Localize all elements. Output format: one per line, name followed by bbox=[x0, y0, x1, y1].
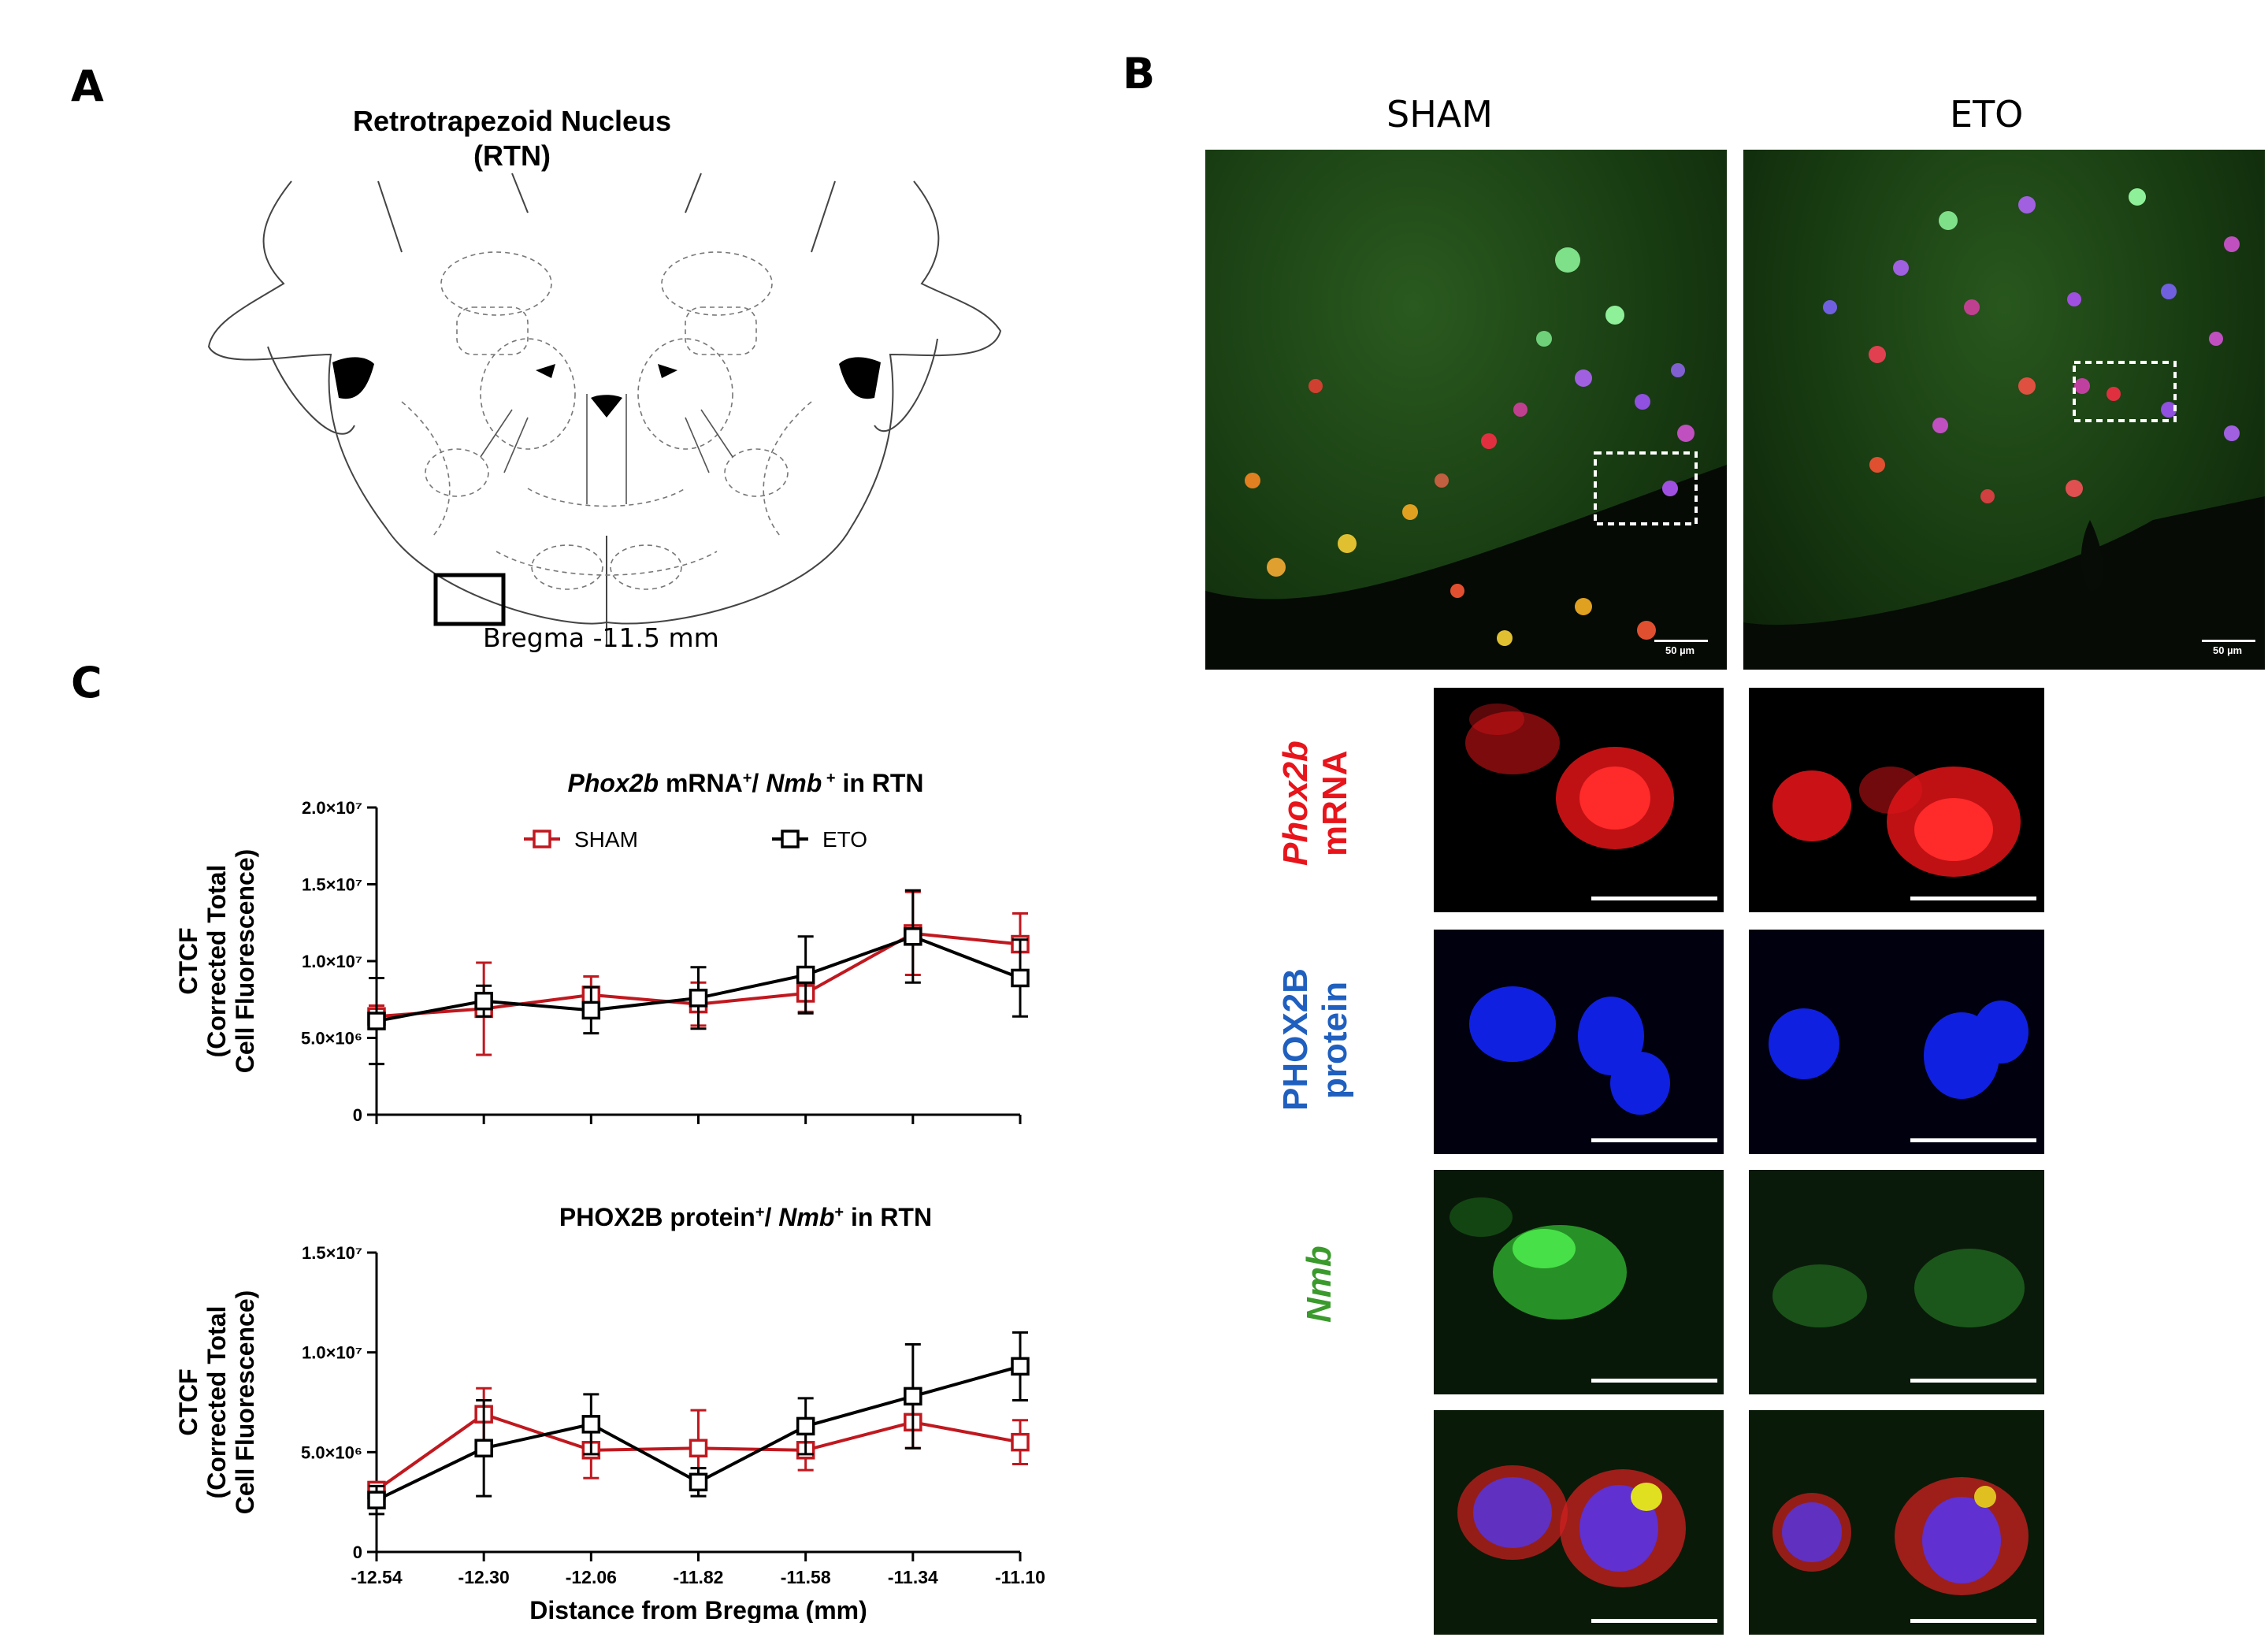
chart-title-part: in RTN bbox=[844, 1203, 932, 1231]
legend-marker bbox=[533, 830, 551, 848]
row-label-phox2b-protein: PHOX2B protein bbox=[1276, 930, 1355, 1150]
row-label-nmb-text: Nmb bbox=[1300, 1245, 1338, 1323]
chart-title-part: + bbox=[834, 1204, 844, 1221]
y-tick-label: 1.0×10⁷ bbox=[302, 1343, 362, 1363]
sham-overview-micrograph: 50 µm bbox=[1205, 150, 1727, 670]
legend-label: ETO bbox=[822, 827, 867, 852]
rtn-region-box bbox=[433, 573, 506, 626]
chart-title-part: in RTN bbox=[836, 769, 924, 797]
data-point-sham bbox=[689, 1439, 708, 1458]
y-tick-label: 5.0×10⁶ bbox=[301, 1442, 362, 1462]
chart-title-part: / bbox=[752, 769, 766, 797]
data-point-eto bbox=[474, 1439, 493, 1458]
legend-label: SHAM bbox=[574, 827, 638, 852]
data-point-eto bbox=[581, 1000, 601, 1020]
x-tick-label: -11.34 bbox=[888, 1567, 938, 1587]
chart-title-part: + bbox=[822, 770, 835, 787]
row-label-phox2b-text: Phox2b bbox=[1276, 741, 1315, 867]
x-axis-label: Distance from Bregma (mm) bbox=[529, 1596, 867, 1623]
brainstem-schematic bbox=[207, 173, 1002, 646]
column-header-sham: SHAM bbox=[1386, 93, 1493, 136]
x-tick-label: -12.54 bbox=[351, 1567, 402, 1587]
y-tick-label: 2.0×10⁷ bbox=[302, 798, 362, 818]
y-tick-label: 0 bbox=[353, 1542, 362, 1562]
data-point-eto bbox=[796, 1416, 815, 1436]
data-point-eto bbox=[796, 965, 815, 985]
data-point-eto bbox=[474, 991, 493, 1011]
legend-marker bbox=[781, 830, 800, 848]
chart-title: Phox2b mRNA+/ Nmb + in RTN bbox=[567, 769, 923, 797]
chart-title-part: Nmb bbox=[778, 1203, 834, 1231]
schematic-title-line2: (RTN) bbox=[473, 139, 551, 172]
x-tick-label: -12.06 bbox=[566, 1567, 617, 1587]
chart-title-part: PHOX2B protein bbox=[559, 1203, 755, 1231]
column-header-eto: ETO bbox=[1950, 93, 2024, 136]
data-point-eto bbox=[904, 1387, 922, 1406]
sham-scale-label: 50 µm bbox=[1665, 644, 1695, 656]
eto-overview-micrograph: 50 µm bbox=[1743, 150, 2265, 670]
chart-title-part: mRNA bbox=[659, 769, 743, 797]
y-tick-label: 5.0×10⁶ bbox=[301, 1029, 362, 1049]
data-point-eto bbox=[904, 927, 922, 946]
eto-nmb-tile bbox=[1749, 1170, 2044, 1394]
panel-label-a: A bbox=[71, 61, 104, 111]
eto-phox2b-mrna-tile bbox=[1749, 688, 2044, 912]
y-tick-label: 1.5×10⁷ bbox=[302, 875, 362, 895]
sham-phox2b-protein-tile bbox=[1434, 930, 1724, 1154]
y-tick-label: 1.5×10⁷ bbox=[302, 1243, 362, 1263]
data-point-eto bbox=[689, 1472, 708, 1492]
y-axis-label: CTCF bbox=[174, 1368, 202, 1435]
x-tick-label: -12.30 bbox=[458, 1567, 510, 1587]
row-label-phox2b-mrna: Phox2b mRNA bbox=[1276, 697, 1355, 910]
schematic-title-line1: Retrotrapezoid Nucleus bbox=[352, 105, 672, 137]
row-label-nmb: Nmb bbox=[1300, 1174, 1339, 1394]
data-point-eto bbox=[1011, 968, 1030, 988]
data-point-eto bbox=[689, 989, 708, 1008]
y-axis-label: Cell Fluorescence) bbox=[231, 1290, 259, 1515]
y-tick-label: 0 bbox=[353, 1105, 362, 1125]
y-axis-label: (Corrected Total bbox=[202, 1306, 231, 1499]
y-axis-label: Cell Fluorescence) bbox=[231, 849, 259, 1074]
chart-title: PHOX2B protein+/ Nmb+ in RTN bbox=[559, 1203, 932, 1231]
x-tick-label: -11.82 bbox=[674, 1567, 724, 1587]
panel-label-b: B bbox=[1123, 49, 1156, 98]
row-label-phox2b-protein-text: PHOX2B bbox=[1276, 968, 1315, 1112]
data-point-eto bbox=[367, 1491, 386, 1509]
data-point-eto bbox=[581, 1415, 601, 1434]
eto-merge-tile bbox=[1749, 1410, 2044, 1635]
chart-title-part: Nmb bbox=[766, 769, 822, 797]
eto-phox2b-protein-tile bbox=[1749, 930, 2044, 1154]
sham-nmb-tile bbox=[1434, 1170, 1724, 1394]
data-point-eto bbox=[1011, 1357, 1030, 1376]
chart-title-part: Phox2b bbox=[567, 769, 659, 797]
y-tick-label: 1.0×10⁷ bbox=[302, 952, 362, 971]
x-tick-label: -11.58 bbox=[781, 1567, 831, 1587]
row-label-mrna-text: mRNA bbox=[1316, 750, 1354, 857]
x-tick-label: -11.10 bbox=[995, 1567, 1045, 1587]
y-axis-label: CTCF bbox=[174, 927, 202, 994]
sham-merge-tile bbox=[1434, 1410, 1724, 1635]
sham-phox2b-mrna-tile bbox=[1434, 688, 1724, 912]
chart-title-part: + bbox=[755, 1204, 765, 1221]
row-label-protein-text: protein bbox=[1316, 981, 1354, 1099]
data-point-eto bbox=[367, 1012, 386, 1030]
eto-scale-label: 50 µm bbox=[2213, 644, 2243, 656]
chart-title-part: + bbox=[743, 770, 752, 787]
chart-title-part: / bbox=[765, 1203, 779, 1231]
bregma-label: Bregma -11.5 mm bbox=[483, 622, 719, 653]
data-point-sham bbox=[1011, 1432, 1030, 1452]
schematic-title: Retrotrapezoid Nucleus (RTN) bbox=[315, 104, 709, 173]
panel-label-c: C bbox=[71, 658, 102, 707]
y-axis-label: (Corrected Total bbox=[202, 865, 231, 1058]
